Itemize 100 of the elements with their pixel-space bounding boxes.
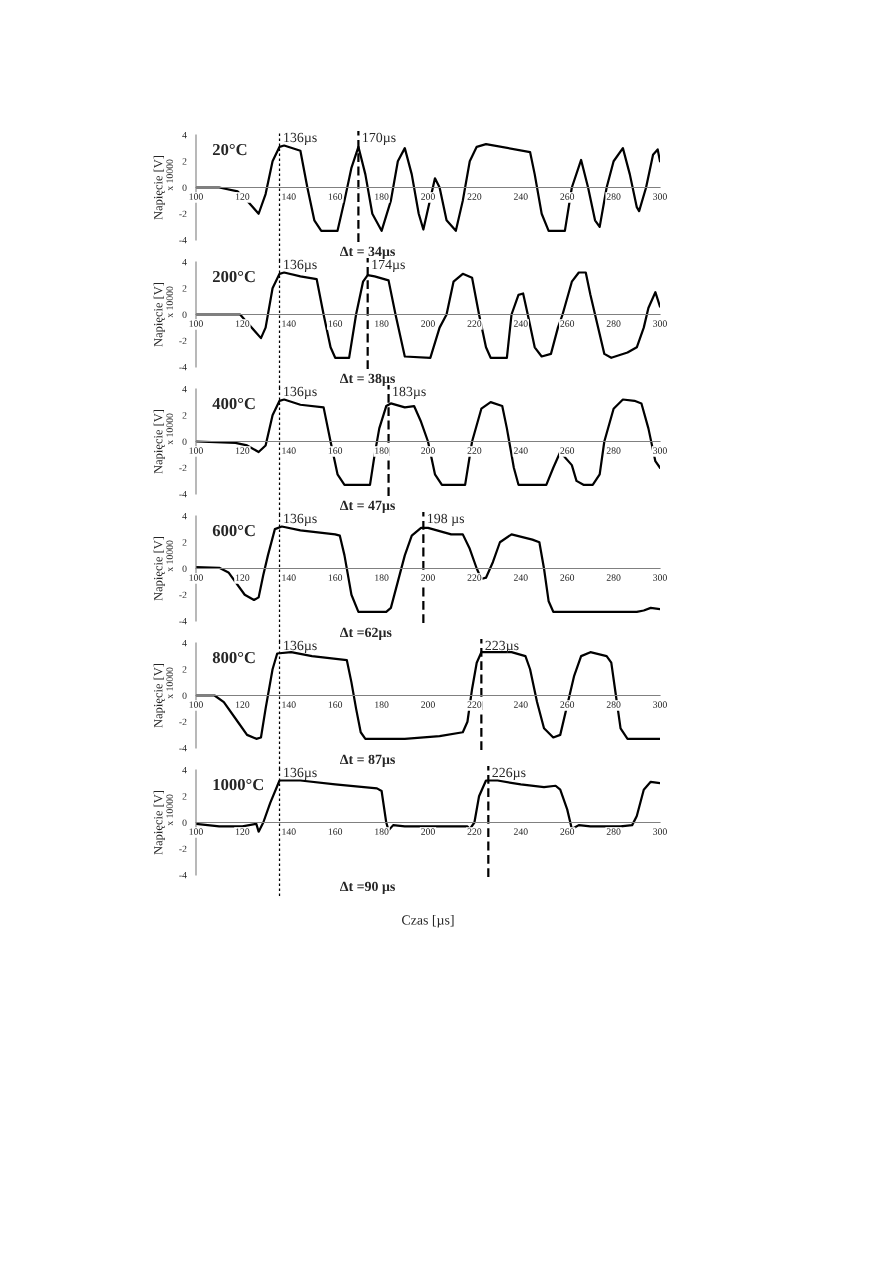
y-axis-title: Napięcie [V] (153, 155, 165, 220)
x-tick-label: 160 (328, 701, 343, 708)
y-tick-label: -4 (179, 617, 187, 625)
y-tick-label: 4 (182, 258, 187, 266)
x-tick-label: 240 (513, 447, 528, 454)
text: x 10000 (166, 794, 173, 826)
x-tick-label: 280 (606, 193, 621, 200)
x-tick-label: 200 (421, 574, 435, 581)
x-tick-label: 200 (421, 447, 435, 454)
x-tick-label: 120 (235, 828, 250, 835)
x-tick-label: 260 (560, 320, 575, 327)
y-tick-label: 0 (182, 819, 187, 826)
x-tick-label: 280 (606, 701, 621, 708)
x-tick-label: 140 (282, 447, 296, 454)
x-tick-label: 120 (235, 320, 250, 327)
x-tick-label: 220 (467, 193, 482, 200)
y-tick-label: 0 (182, 311, 187, 318)
x-tick-label: 120 (235, 193, 250, 200)
x-tick-label: 300 (653, 828, 667, 835)
x-tick-label: 260 (560, 574, 575, 581)
y-axis-title: Napięcie [V] (153, 790, 165, 855)
y-tick-label: -4 (179, 236, 187, 244)
y-tick-label: -2 (179, 337, 187, 345)
chart-title: 800°C (212, 651, 255, 664)
x-tick-label: 200 (421, 193, 435, 200)
x-tick-label: 100 (189, 701, 203, 708)
text: x 10000 (166, 286, 173, 318)
x-tick-label: 100 (189, 574, 203, 581)
x-tick-label: 200 (421, 701, 435, 708)
y-tick-label: -2 (179, 591, 187, 599)
y-axis-title: Napięcie [V] (153, 409, 165, 474)
y-tick-label: -4 (179, 744, 187, 752)
x-tick-label: 300 (653, 701, 667, 708)
y-tick-label: 2 (182, 285, 187, 292)
x-tick-label: 180 (375, 701, 389, 708)
x-tick-label: 140 (282, 701, 296, 708)
y-tick-label: -2 (179, 210, 187, 218)
y-tick-label: 2 (182, 539, 187, 546)
x-tick-label: 280 (606, 320, 621, 327)
ref-line-label: 136µs (284, 259, 317, 272)
x-tick-label: 160 (328, 828, 343, 835)
x-tick-label: 160 (328, 447, 343, 454)
x-tick-label: 140 (282, 828, 296, 835)
y-tick-label: 0 (182, 565, 187, 572)
text: x 10000 (166, 667, 173, 699)
x-tick-label: 140 (282, 193, 296, 200)
y-tick-label: -2 (179, 845, 187, 853)
ref-line-label: 183µs (393, 386, 426, 399)
ref-line-label: 170µs (363, 132, 396, 145)
ref-line-label: 136µs (284, 513, 317, 526)
x-tick-label: 180 (375, 320, 389, 327)
x-tick-label: 220 (467, 320, 482, 327)
y-tick-label: 4 (182, 131, 187, 139)
text: x 10000 (166, 540, 173, 572)
y-tick-label: 2 (182, 158, 187, 165)
x-tick-label: 300 (653, 574, 667, 581)
y-tick-label: -2 (179, 464, 187, 472)
chart-title: 200°C (212, 270, 255, 283)
ref-line-label: 136µs (284, 767, 317, 780)
x-tick-label: 100 (189, 193, 203, 200)
y-tick-label: 0 (182, 184, 187, 191)
x-tick-label: 260 (560, 828, 575, 835)
y-tick-label: 4 (182, 766, 187, 774)
x-tick-label: 300 (653, 193, 667, 200)
y-tick-label: 2 (182, 793, 187, 800)
ref-line-label: 136µs (284, 132, 317, 145)
text: x 10000 (166, 413, 173, 445)
y-tick-label: 2 (182, 412, 187, 419)
y-axis-title: Napięcie [V] (153, 282, 165, 347)
ref-line-label: 226µs (492, 767, 526, 780)
x-tick-label: 260 (560, 193, 575, 200)
y-tick-label: 0 (182, 438, 187, 445)
x-tick-label: 140 (282, 320, 296, 327)
x-tick-label: 220 (467, 828, 482, 835)
text: Δt = 34µs (340, 246, 395, 259)
y-tick-label: 2 (182, 666, 187, 673)
x-tick-label: 300 (653, 447, 667, 454)
x-tick-label: 180 (375, 574, 389, 581)
text: Δt = 38µs (340, 373, 395, 386)
x-tick-label: 220 (467, 701, 482, 708)
x-tick-label: 240 (513, 828, 528, 835)
x-tick-label: 280 (606, 828, 621, 835)
y-tick-label: 4 (182, 639, 187, 647)
y-tick-label: -2 (179, 718, 187, 726)
x-tick-label: 300 (653, 320, 667, 327)
x-tick-label: 200 (421, 320, 435, 327)
y-tick-label: -4 (179, 363, 187, 371)
x-axis-title: Czas [µs] (402, 914, 454, 928)
x-tick-label: 100 (189, 447, 203, 454)
chart-title: 400°C (212, 397, 255, 410)
y-axis-title: Napięcie [V] (153, 663, 165, 728)
x-tick-label: 240 (513, 701, 528, 708)
x-tick-label: 100 (189, 828, 203, 835)
text: Δt =62µs (340, 627, 392, 640)
text: Δt =90 µs (340, 881, 395, 894)
x-tick-label: 120 (235, 447, 250, 454)
ref-line-label: 136µs (284, 386, 317, 399)
y-tick-label: 4 (182, 385, 187, 393)
ref-line-label: 136µs (284, 640, 317, 653)
x-tick-label: 180 (375, 193, 389, 200)
